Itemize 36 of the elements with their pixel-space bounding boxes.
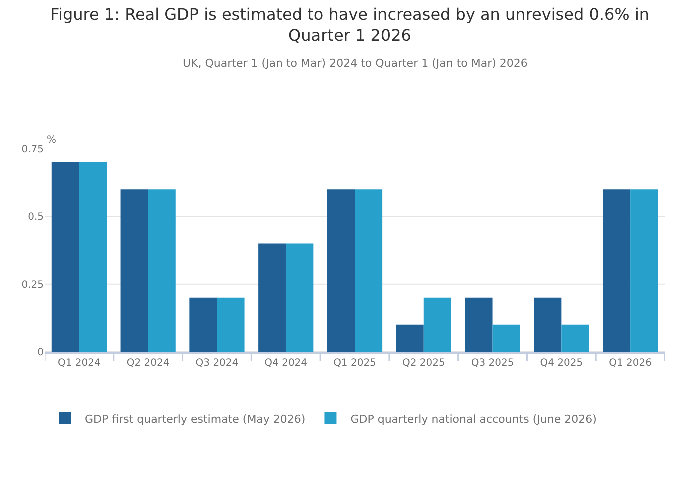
- y-tick-label: 0.25: [22, 280, 44, 291]
- bar: [492, 324, 520, 352]
- bar: [603, 190, 631, 352]
- bar: [355, 190, 383, 352]
- bar: [258, 244, 286, 352]
- y-tick-label: 0.75: [22, 144, 44, 156]
- x-tick-label: Q1 2026: [609, 358, 652, 369]
- bar: [148, 190, 176, 352]
- x-tick-label: Q4 2025: [540, 358, 584, 369]
- chart-subtitle: UK, Quarter 1 (Jan to Mar) 2024 to Quarter 1 (Jan to Mar) 2026: [183, 57, 528, 70]
- x-tick-label: Q1 2024: [58, 358, 101, 369]
- x-tick-label: Q1 2025: [334, 358, 376, 369]
- bar: [562, 324, 590, 352]
- bar: [120, 190, 148, 352]
- bar: [286, 244, 314, 352]
- bar: [630, 190, 658, 352]
- legend-label: GDP quarterly national accounts (June 2026): [350, 412, 597, 426]
- x-tick-label: Q4 2024: [264, 358, 308, 369]
- bar: [534, 298, 562, 352]
- x-tick-label: Q2 2025: [402, 358, 446, 369]
- bar: [396, 324, 424, 352]
- chart-title: Figure 1: Real GDP is estimated to have increased by an unrevised 0.6% in Quarter 1 2026: [50, 5, 650, 45]
- y-tick-label: 0.5: [28, 212, 44, 224]
- bar: [79, 162, 107, 352]
- x-tick-label: Q3 2024: [196, 358, 239, 369]
- x-tick-label: Q2 2024: [126, 358, 170, 369]
- bar: [424, 298, 452, 352]
- y-tick-label: 0: [38, 348, 44, 358]
- bar: [327, 190, 355, 352]
- x-tick-label: Q3 2025: [471, 358, 514, 369]
- bar: [465, 298, 493, 352]
- bar: [190, 298, 218, 352]
- bar: [217, 298, 245, 352]
- y-axis-title: %: [47, 135, 57, 146]
- legend-label: GDP first quarterly estimate (May 2026): [85, 412, 306, 426]
- bar: [52, 162, 80, 352]
